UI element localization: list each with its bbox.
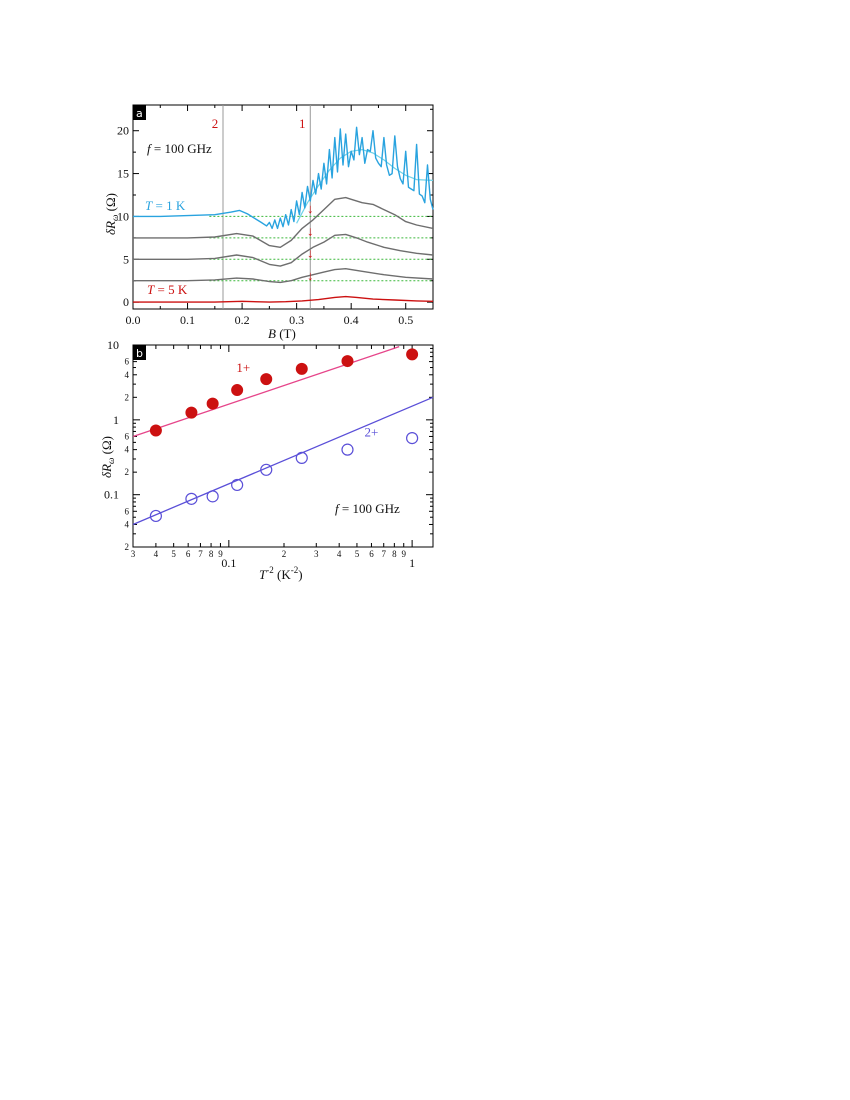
y-minor-tick-label: 2 <box>125 542 130 552</box>
data-point <box>341 355 354 368</box>
temp-low-label: T = 5 K <box>147 282 188 297</box>
y-minor-tick-label: 4 <box>125 445 130 455</box>
x-minor-tick-label: 9 <box>401 549 406 559</box>
series-line <box>133 233 434 267</box>
x-minor-tick-label: 3 <box>314 549 319 559</box>
data-point <box>231 384 244 397</box>
panel-a-label: a <box>136 107 143 120</box>
series-line <box>133 196 434 249</box>
y-tick-label: 10 <box>117 209 129 223</box>
x-tick-label: 0.0 <box>126 313 141 327</box>
y-major-tick-label: 0.1 <box>104 488 119 502</box>
panel-a: a 0.0 0.1 0.2 0.3 0.4 0.5 0 5 10 15 20 2 1 ↓ ↓ ↓ ↓ f =… <box>103 104 434 341</box>
data-point <box>149 424 162 437</box>
y-minor-tick-label: 4 <box>125 370 130 380</box>
data-point <box>206 490 219 503</box>
panel-a-arrows: ↓ ↓ ↓ ↓ <box>307 201 314 283</box>
x-tick-label: 0.3 <box>289 313 304 327</box>
x-minor-tick-label: 4 <box>154 549 159 559</box>
panel-b-fit-lines <box>132 346 434 526</box>
panel-b-label-box <box>133 345 146 360</box>
y-tick-label: 0 <box>123 295 129 309</box>
data-point <box>185 406 198 419</box>
panel-a-label-box <box>133 105 146 120</box>
x-minor-tick-label: 8 <box>209 549 214 559</box>
x-minor-tick-label: 8 <box>392 549 397 559</box>
panel-a-x-axis-title: B (T) <box>268 326 296 341</box>
x-minor-tick-label: 6 <box>186 549 191 559</box>
temp-high-label: T = 1 K <box>145 198 186 213</box>
y-minor-tick-label: 4 <box>125 519 130 529</box>
data-point <box>406 432 419 445</box>
series-line <box>133 268 434 284</box>
panel-a-baselines <box>209 215 433 282</box>
y-major-tick-label: 10 <box>107 338 119 352</box>
x-minor-tick-label: 5 <box>355 549 360 559</box>
y-minor-tick-label: 2 <box>125 467 130 477</box>
marker-line-label: 2 <box>212 116 219 131</box>
x-minor-tick-label: 5 <box>171 549 176 559</box>
panel-b-points <box>149 348 419 523</box>
panel-a-frequency-label: f = 100 GHz <box>147 141 212 156</box>
panel-a-ticks: 0.0 0.1 0.2 0.3 0.4 0.5 0 5 10 15 20 <box>117 105 433 327</box>
arrow-marker: ↓ <box>307 268 314 283</box>
data-point <box>295 451 308 465</box>
data-point <box>231 478 244 492</box>
data-point <box>206 397 219 410</box>
data-point <box>260 373 273 386</box>
arrow-marker: ↓ <box>307 246 314 261</box>
panel-a-series <box>133 126 434 303</box>
fit-line <box>132 396 434 526</box>
x-minor-tick-label: 7 <box>381 549 386 559</box>
x-tick-label: 0.2 <box>235 313 250 327</box>
y-tick-label: 15 <box>117 167 129 181</box>
series-label: 2+ <box>365 424 379 439</box>
fit-line <box>132 346 400 438</box>
data-point <box>149 509 162 523</box>
x-tick-label: 0.1 <box>180 313 195 327</box>
series-line <box>296 149 434 224</box>
data-point <box>341 443 354 456</box>
y-tick-label: 5 <box>123 252 129 266</box>
series-line <box>133 295 434 303</box>
y-minor-tick-label: 6 <box>125 357 130 367</box>
x-minor-tick-label: 6 <box>369 549 374 559</box>
x-minor-tick-label: 2 <box>282 549 287 559</box>
data-point <box>185 492 198 505</box>
x-major-tick-label: 0.1 <box>221 556 236 570</box>
panel-a-y-axis-title: δRω (Ω) <box>103 193 120 235</box>
y-minor-tick-label: 6 <box>125 431 130 441</box>
y-major-tick-label: 1 <box>113 413 119 427</box>
series-line <box>133 126 434 230</box>
panel-b-frame <box>132 344 434 548</box>
panel-b-series-labels: 1+ 2+ <box>236 360 378 439</box>
panel-b-frequency-label: f = 100 GHz <box>335 501 400 516</box>
series-label: 1+ <box>236 360 250 375</box>
x-minor-tick-label: 4 <box>337 549 342 559</box>
y-minor-tick-label: 6 <box>125 506 130 516</box>
x-minor-tick-label: 9 <box>218 549 223 559</box>
x-minor-tick-label: 7 <box>198 549 203 559</box>
x-minor-tick-label: 3 <box>131 549 136 559</box>
arrow-marker: ↓ <box>307 223 314 238</box>
panel-b-x-axis-title: T-2 (K-2) <box>259 565 303 582</box>
panel-b-label: b <box>136 347 143 360</box>
data-point <box>260 463 273 476</box>
arrow-marker: ↓ <box>307 201 314 216</box>
x-tick-label: 0.4 <box>344 313 359 327</box>
y-minor-tick-label: 2 <box>125 392 130 402</box>
y-tick-label: 20 <box>117 124 129 138</box>
x-major-tick-label: 1 <box>409 556 415 570</box>
data-point <box>406 348 419 361</box>
panel-b-y-axis-title: δRω (Ω) <box>99 436 116 478</box>
data-point <box>295 362 308 375</box>
marker-line-label: 1 <box>299 116 306 131</box>
x-tick-label: 0.5 <box>398 313 413 327</box>
